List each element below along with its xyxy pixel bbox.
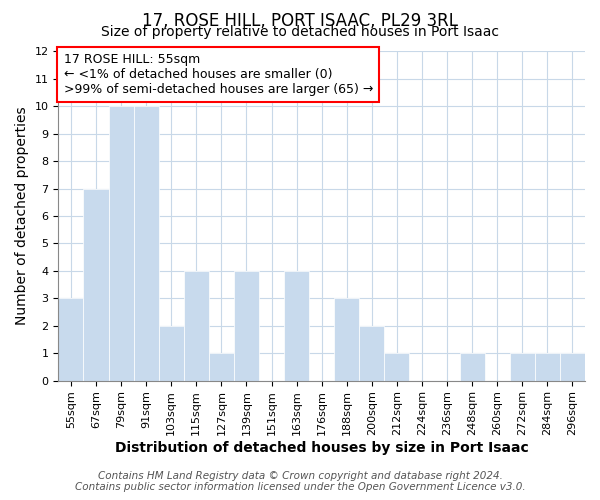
Bar: [460, 353, 485, 380]
Bar: [83, 188, 109, 380]
Bar: [560, 353, 585, 380]
X-axis label: Distribution of detached houses by size in Port Isaac: Distribution of detached houses by size …: [115, 441, 529, 455]
Text: 17 ROSE HILL: 55sqm
← <1% of detached houses are smaller (0)
>99% of semi-detach: 17 ROSE HILL: 55sqm ← <1% of detached ho…: [64, 53, 373, 96]
Bar: [334, 298, 359, 380]
Text: 17, ROSE HILL, PORT ISAAC, PL29 3RL: 17, ROSE HILL, PORT ISAAC, PL29 3RL: [142, 12, 458, 30]
Text: Contains HM Land Registry data © Crown copyright and database right 2024.
Contai: Contains HM Land Registry data © Crown c…: [74, 471, 526, 492]
Bar: [159, 326, 184, 380]
Bar: [510, 353, 535, 380]
Bar: [109, 106, 134, 380]
Bar: [184, 271, 209, 380]
Bar: [359, 326, 385, 380]
Bar: [58, 298, 83, 380]
Bar: [134, 106, 159, 380]
Bar: [284, 271, 309, 380]
Bar: [535, 353, 560, 380]
Y-axis label: Number of detached properties: Number of detached properties: [15, 106, 29, 326]
Text: Size of property relative to detached houses in Port Isaac: Size of property relative to detached ho…: [101, 25, 499, 39]
Bar: [385, 353, 409, 380]
Bar: [234, 271, 259, 380]
Bar: [209, 353, 234, 380]
